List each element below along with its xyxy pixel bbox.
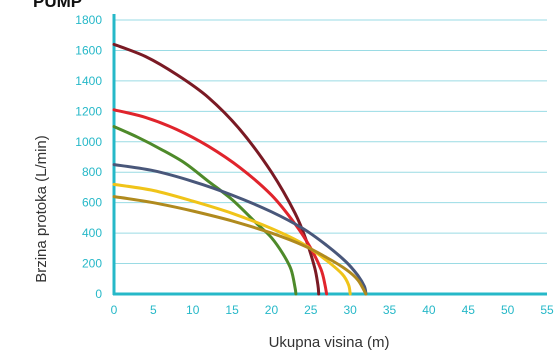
- series-line-5: [112, 182, 352, 296]
- x-tick-label-0: 0: [111, 303, 118, 317]
- chart-header: PUMP: [33, 0, 82, 11]
- y-tick-label-200: 200: [82, 257, 102, 271]
- y-tick-label-400: 400: [82, 226, 102, 240]
- series-line-3: [112, 125, 298, 296]
- y-tick-label-0: 0: [95, 287, 102, 301]
- x-tick-label-15: 15: [225, 303, 239, 317]
- series-line-6: [112, 195, 368, 296]
- y-tick-label-1800: 1800: [75, 13, 102, 27]
- y-tick-label-1400: 1400: [75, 74, 102, 88]
- x-tick-label-10: 10: [186, 303, 200, 317]
- x-tick-label-25: 25: [304, 303, 318, 317]
- x-tick-label-35: 35: [383, 303, 397, 317]
- x-tick-label-40: 40: [422, 303, 436, 317]
- axes: [112, 14, 547, 296]
- x-tick-label-5: 5: [150, 303, 157, 317]
- x-tick-label-50: 50: [501, 303, 515, 317]
- y-tick-label-600: 600: [82, 196, 102, 210]
- gridlines: [114, 19, 547, 265]
- series-line-1: [112, 42, 321, 296]
- tick-labels: 0 200 400 600 800 1000 1200 1400 1600 1800 0 5 10 15 2…: [75, 13, 554, 317]
- data-series: [112, 42, 368, 296]
- y-tick-label-1600: 1600: [75, 43, 102, 57]
- x-tick-label-55: 55: [540, 303, 554, 317]
- series-line-4: [112, 163, 368, 296]
- y-tick-label-800: 800: [82, 165, 102, 179]
- y-axis-title: Brzina protoka (L/min): [33, 135, 50, 283]
- y-tick-label-1200: 1200: [75, 104, 102, 118]
- series-line-2: [112, 108, 329, 296]
- x-tick-label-20: 20: [265, 303, 279, 317]
- y-tick-label-1000: 1000: [75, 135, 102, 149]
- x-tick-label-45: 45: [462, 303, 476, 317]
- x-axis-title: Ukupna visina (m): [269, 334, 390, 351]
- x-tick-label-30: 30: [344, 303, 358, 317]
